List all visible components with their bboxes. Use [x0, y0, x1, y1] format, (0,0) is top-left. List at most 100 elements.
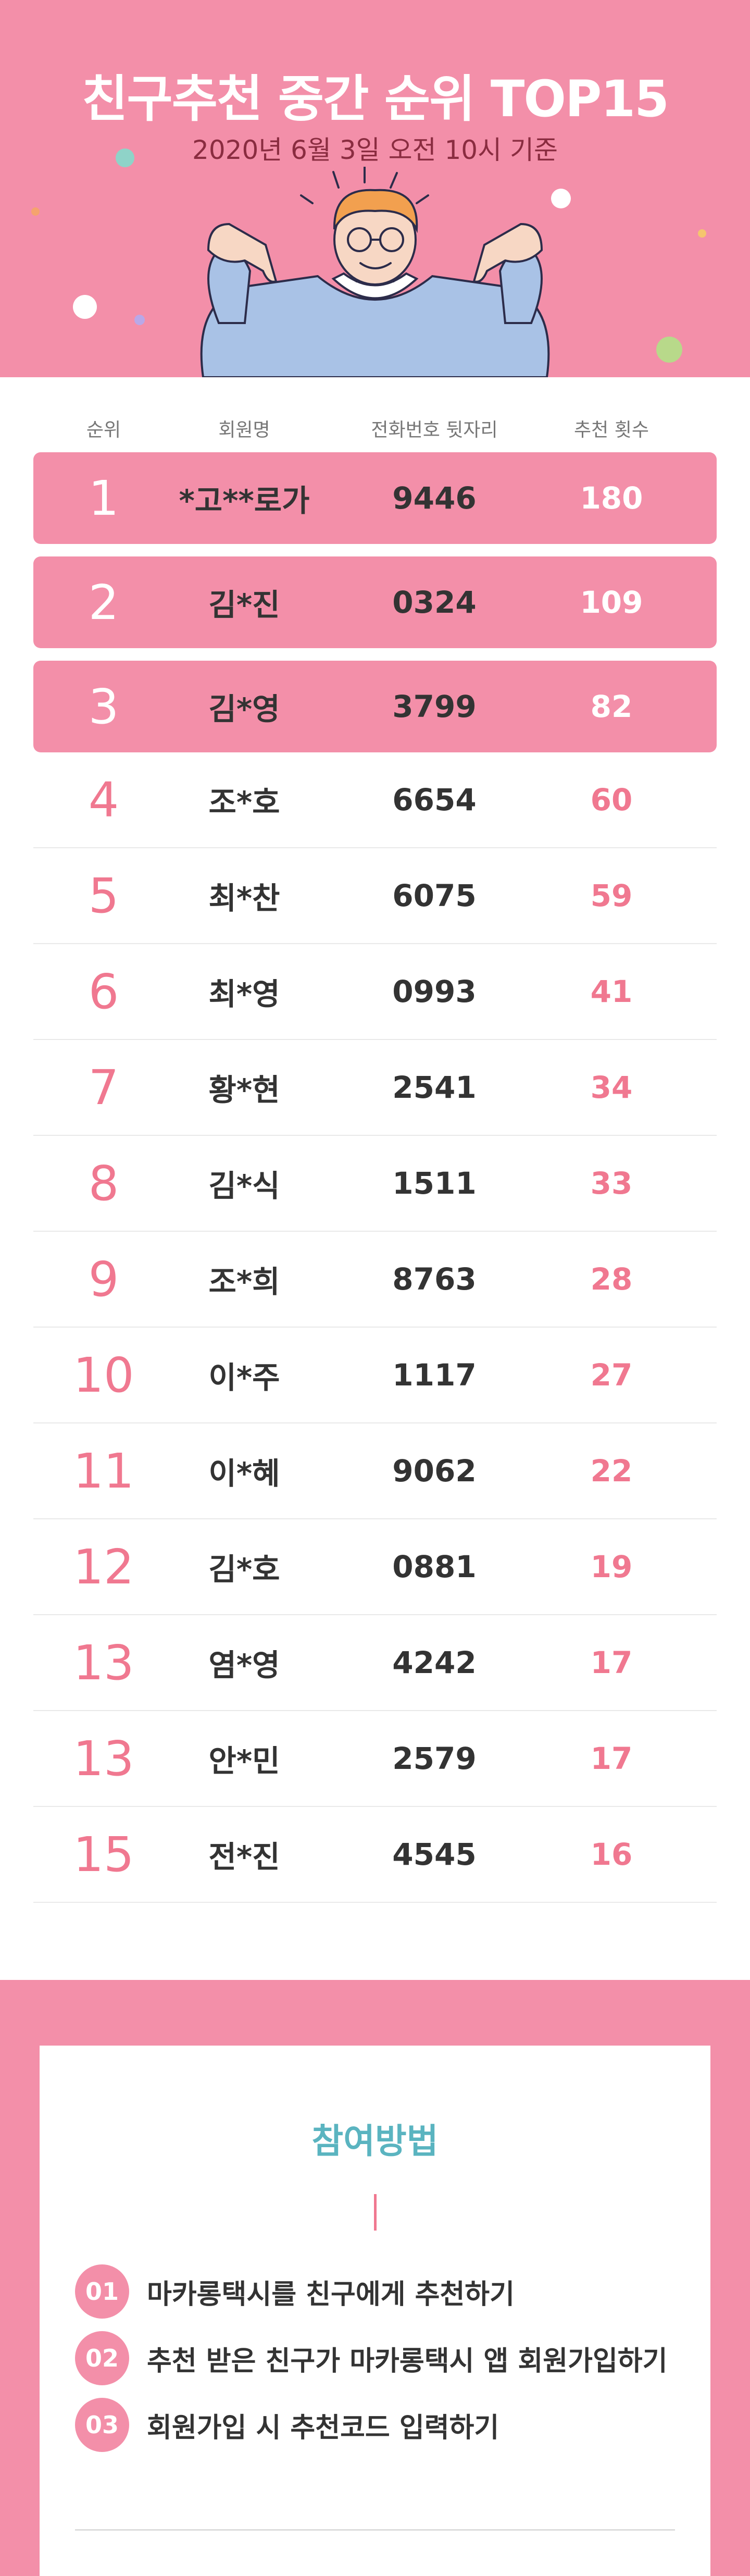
- header-banner: 친구추천 중간 순위 TOP15 2020년 6월 3일 오전 10시 기준: [0, 0, 750, 377]
- decor-dot: [73, 295, 97, 319]
- referral-count: 17: [590, 1645, 633, 1680]
- rank-number: 13: [73, 1730, 134, 1787]
- rank-number: 4: [88, 772, 119, 828]
- howto-title: 참여방법: [311, 2121, 439, 2161]
- table-row: 11 이*혜 9062 22: [33, 1423, 717, 1519]
- table-row: 9 조*희 8763 28: [33, 1232, 717, 1328]
- table-row: 4 조*호 6654 60: [33, 752, 717, 848]
- table-row: 2 김*진 0324 109: [33, 556, 717, 648]
- member-name: 김*식: [208, 1168, 280, 1204]
- rank-number: 7: [88, 1059, 119, 1116]
- table-row: 13 염*영 4242 17: [33, 1615, 717, 1711]
- phone-last-digits: 9062: [392, 1453, 477, 1489]
- phone-last-digits: 6075: [392, 878, 477, 913]
- referral-count: 27: [590, 1357, 633, 1393]
- referral-count: 28: [590, 1261, 633, 1297]
- table-row: 12 김*호 0881 19: [33, 1519, 717, 1615]
- phone-last-digits: 0993: [392, 974, 477, 1009]
- decor-dot: [134, 315, 145, 325]
- step-text: 마카롱택시를 친구에게 추천하기: [147, 2278, 515, 2310]
- man-pointing-illustration: [200, 167, 550, 377]
- table-row: 10 이*주 1117 27: [33, 1328, 717, 1423]
- phone-last-digits: 1117: [392, 1357, 477, 1393]
- referral-count: 59: [590, 878, 633, 913]
- member-name: 김*호: [208, 1552, 280, 1587]
- rank-number: 2: [88, 574, 119, 630]
- member-name: 김*영: [208, 691, 280, 727]
- table-row: 5 최*찬 6075 59: [33, 848, 717, 944]
- referral-count: 17: [590, 1741, 633, 1776]
- referral-count: 82: [590, 689, 633, 724]
- decor-dot: [698, 229, 706, 238]
- decor-dot: [551, 189, 571, 208]
- howto-step: 03 회원가입 시 추천코드 입력하기: [75, 2398, 679, 2452]
- step-number: 01: [75, 2264, 129, 2319]
- table-row: 6 최*영 0993 41: [33, 944, 717, 1040]
- rank-number: 9: [88, 1251, 119, 1307]
- referral-count: 60: [590, 782, 633, 818]
- decor-dot: [31, 207, 40, 216]
- col-header-phone: 전화번호 뒷자리: [371, 419, 498, 441]
- member-name: 황*현: [208, 1072, 280, 1108]
- phone-last-digits: 0881: [392, 1549, 477, 1584]
- phone-last-digits: 4242: [392, 1645, 477, 1680]
- table-row: 7 황*현 2541 34: [33, 1040, 717, 1136]
- table-row: 1 *고**로가 9446 180: [33, 452, 717, 544]
- phone-last-digits: 3799: [392, 689, 477, 724]
- member-name: 전*진: [208, 1839, 280, 1875]
- table-header: 순위 회원명 전화번호 뒷자리 추천 횟수: [33, 415, 717, 441]
- page-subtitle: 2020년 6월 3일 오전 10시 기준: [192, 135, 558, 165]
- page-title: 친구추천 중간 순위 TOP15: [82, 70, 669, 128]
- rank-number: 3: [88, 678, 119, 735]
- member-name: 최*찬: [208, 881, 280, 916]
- rank-number: 11: [73, 1443, 134, 1499]
- referral-count: 41: [590, 974, 633, 1009]
- rank-number: 13: [73, 1634, 134, 1691]
- member-name: 조*호: [208, 785, 280, 820]
- decor-dot: [116, 148, 134, 167]
- rank-number: 10: [73, 1347, 134, 1403]
- member-name: 이*주: [208, 1360, 280, 1395]
- howto-step: 01 마카롱택시를 친구에게 추천하기: [75, 2264, 679, 2319]
- phone-last-digits: 2541: [392, 1070, 477, 1105]
- col-header-rank: 순위: [86, 419, 121, 441]
- member-name: 안*민: [208, 1743, 280, 1779]
- phone-last-digits: 2579: [392, 1741, 477, 1776]
- phone-last-digits: 8763: [392, 1261, 477, 1297]
- member-name: 최*영: [208, 976, 280, 1012]
- referral-count: 180: [580, 480, 643, 516]
- phone-last-digits: 1511: [392, 1166, 477, 1201]
- rank-number: 1: [88, 470, 119, 526]
- step-number: 03: [75, 2398, 129, 2452]
- col-header-count: 추천 횟수: [574, 419, 649, 441]
- table-row: 8 김*식 1511 33: [33, 1136, 717, 1232]
- member-name: *고**로가: [179, 483, 310, 518]
- rank-number: 12: [73, 1539, 134, 1595]
- phone-last-digits: 9446: [392, 480, 477, 516]
- rank-number: 6: [88, 963, 119, 1020]
- phone-last-digits: 6654: [392, 782, 477, 818]
- phone-last-digits: 0324: [392, 585, 477, 620]
- table-row: 13 안*민 2579 17: [33, 1711, 717, 1807]
- referral-count: 19: [590, 1549, 633, 1584]
- step-number: 02: [75, 2331, 129, 2385]
- rank-number: 5: [88, 868, 119, 924]
- referral-count: 33: [590, 1166, 633, 1201]
- member-name: 김*진: [208, 587, 280, 623]
- howto-card: 참여방법 01 마카롱택시를 친구에게 추천하기 02 추천 받은 친구가 마카…: [40, 2046, 710, 2576]
- rank-number: 8: [88, 1155, 119, 1211]
- step-text: 추천 받은 친구가 마카롱택시 앱 회원가입하기: [147, 2345, 668, 2377]
- table-row: 15 전*진 4545 16: [33, 1807, 717, 1903]
- rank-number: 15: [73, 1826, 134, 1883]
- member-name: 이*혜: [208, 1456, 280, 1491]
- referral-count: 16: [590, 1837, 633, 1872]
- divider: [374, 2194, 377, 2231]
- table-row: 3 김*영 3799 82: [33, 661, 717, 752]
- member-name: 조*희: [208, 1264, 280, 1299]
- referral-count: 109: [580, 585, 643, 620]
- member-name: 염*영: [208, 1648, 280, 1683]
- decor-dot: [656, 337, 682, 363]
- step-text: 회원가입 시 추천코드 입력하기: [147, 2412, 499, 2444]
- howto-step: 02 추천 받은 친구가 마카롱택시 앱 회원가입하기: [75, 2331, 679, 2385]
- divider: [75, 2529, 675, 2531]
